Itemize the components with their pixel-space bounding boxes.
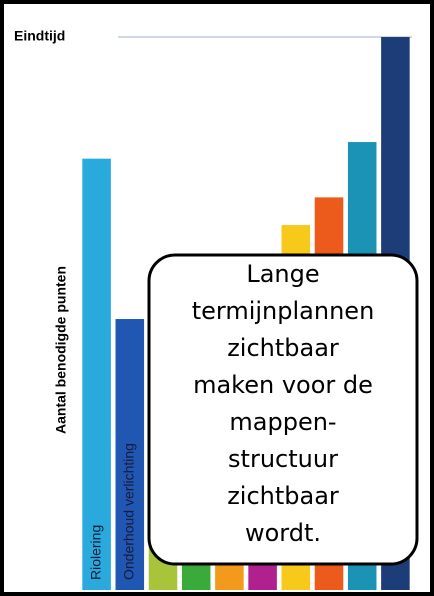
bar-label: Riolering [87, 525, 103, 580]
bar [115, 319, 145, 590]
callout-text: maken voor de [193, 371, 373, 399]
callout-text: mappen- [229, 408, 336, 436]
callout-box [147, 253, 419, 566]
callout-text: wordt. [245, 519, 321, 547]
callout-text: zichtbaar [227, 482, 339, 510]
y-axis-label: Aantal benodigde punten [53, 266, 69, 434]
callout-text: Lange [246, 260, 319, 288]
bar-label: Onderhoud verlichting [121, 443, 137, 580]
bar [82, 158, 111, 590]
reference-label: Eindtijd [14, 28, 65, 44]
callout-text: structuur [228, 445, 338, 473]
callout-text: termijnplannen [192, 297, 375, 325]
callout-text: zichtbaar [227, 334, 339, 362]
